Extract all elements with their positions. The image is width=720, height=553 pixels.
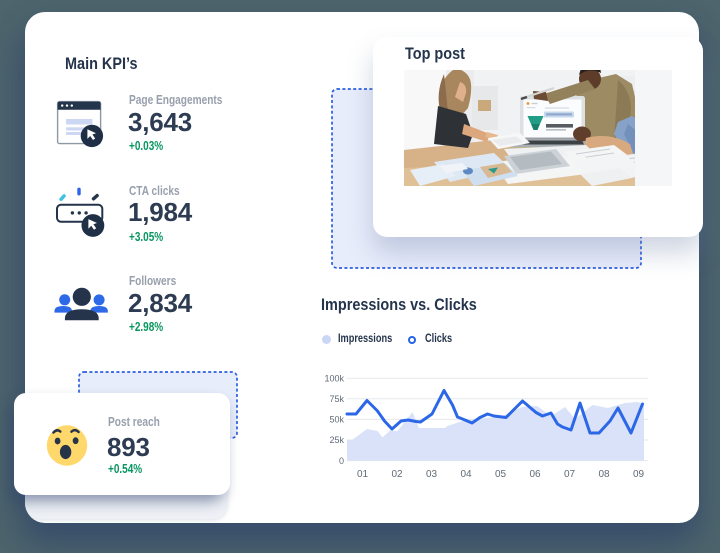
svg-text:75k: 75k — [329, 394, 344, 404]
svg-text:05: 05 — [495, 469, 507, 480]
svg-text:08: 08 — [598, 469, 610, 480]
svg-text:09: 09 — [633, 469, 645, 480]
svg-text:02: 02 — [391, 469, 403, 480]
svg-text:06: 06 — [529, 469, 541, 480]
svg-text:04: 04 — [460, 469, 472, 480]
svg-text:07: 07 — [564, 469, 576, 480]
svg-text:25k: 25k — [329, 435, 344, 445]
svg-text:0: 0 — [339, 456, 344, 466]
svg-text:100k: 100k — [324, 374, 344, 384]
svg-text:50k: 50k — [329, 415, 344, 425]
svg-text:03: 03 — [426, 469, 438, 480]
svg-text:01: 01 — [357, 469, 369, 480]
